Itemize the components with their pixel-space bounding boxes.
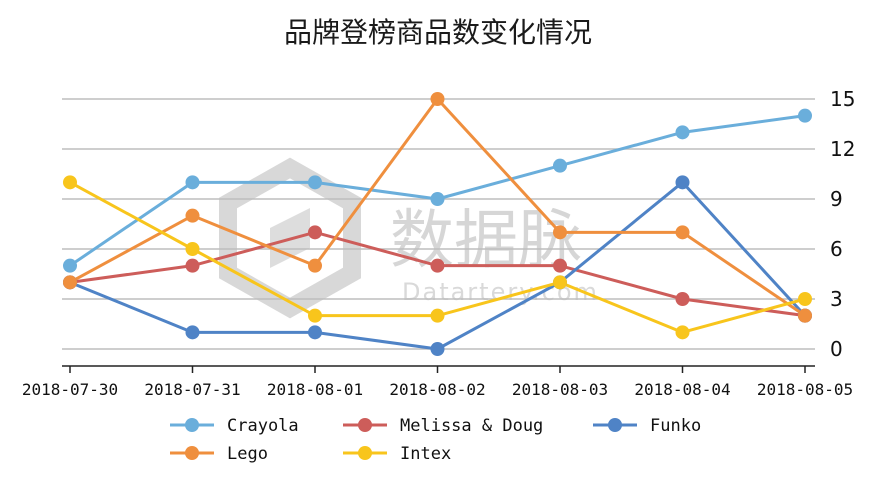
data-point (308, 325, 322, 340)
data-point (553, 275, 567, 290)
x-tick-label: 2018-07-31 (144, 380, 240, 399)
markers-lego (63, 92, 812, 323)
data-point (308, 225, 322, 240)
data-point (675, 175, 690, 190)
y-tick-label: 3 (830, 287, 843, 311)
data-point (63, 175, 77, 190)
series-layer (63, 92, 812, 356)
data-point (63, 275, 77, 290)
legend-swatch-marker (608, 418, 622, 432)
x-tick-label: 2018-08-01 (267, 380, 363, 399)
legend-swatch-marker (185, 446, 199, 460)
data-point (185, 175, 200, 190)
data-point (308, 258, 322, 273)
data-point (798, 292, 812, 306)
data-point (185, 258, 200, 273)
data-point (185, 325, 200, 340)
legend-label: Crayola (227, 416, 299, 436)
x-tick-label: 2018-08-03 (512, 380, 608, 399)
data-point (308, 175, 322, 190)
markers-crayola (63, 108, 812, 273)
chart-title: 品牌登榜商品数变化情况 (284, 16, 592, 49)
markers-intex (63, 175, 812, 340)
y-axis: 0 3 6 9 12 15 (830, 87, 855, 361)
data-point (185, 242, 200, 256)
legend-label: Melissa & Doug (400, 416, 543, 436)
legend-swatch-marker (358, 446, 372, 460)
data-point (675, 125, 690, 140)
data-point (430, 342, 445, 356)
x-tick-label: 2018-08-02 (389, 380, 485, 399)
data-point (675, 325, 690, 340)
data-point (798, 108, 812, 123)
x-tick-label: 2018-07-30 (22, 380, 118, 399)
legend-swatch-marker (185, 418, 199, 432)
data-point (430, 92, 445, 106)
legend-item-melissa-doug: Melissa & Doug (343, 416, 543, 436)
legend-item-crayola: Crayola (170, 416, 299, 436)
y-tick-label: 0 (830, 337, 843, 361)
data-point (185, 208, 200, 223)
data-point (430, 308, 445, 323)
legend-item-funko: Funko (593, 416, 701, 436)
data-point (430, 258, 445, 273)
y-tick-label: 15 (830, 87, 855, 111)
data-point (675, 225, 690, 240)
legend: Crayola Melissa & Doug Funko Lego Intex (170, 416, 701, 464)
data-point (798, 308, 812, 323)
legend-item-lego: Lego (170, 444, 268, 464)
grid (62, 98, 815, 350)
data-point (63, 258, 77, 273)
legend-label: Funko (650, 416, 701, 436)
data-point (308, 308, 322, 323)
legend-item-intex: Intex (343, 444, 451, 464)
y-tick-label: 9 (830, 187, 843, 211)
data-point (430, 192, 445, 206)
data-point (553, 258, 567, 273)
data-point (553, 225, 567, 240)
y-tick-label: 12 (830, 137, 855, 161)
watermark-subtext: Datartery.com (402, 278, 599, 306)
legend-label: Lego (227, 444, 268, 464)
legend-swatch-marker (358, 418, 372, 432)
x-tick-label: 2018-08-05 (757, 380, 853, 399)
data-point (553, 158, 567, 173)
legend-label: Intex (400, 444, 451, 464)
y-tick-label: 6 (830, 237, 843, 261)
data-point (675, 292, 690, 306)
x-tick-label: 2018-08-04 (634, 380, 730, 399)
x-axis: 2018-07-30 2018-07-31 2018-08-01 2018-08-02… (22, 365, 853, 399)
